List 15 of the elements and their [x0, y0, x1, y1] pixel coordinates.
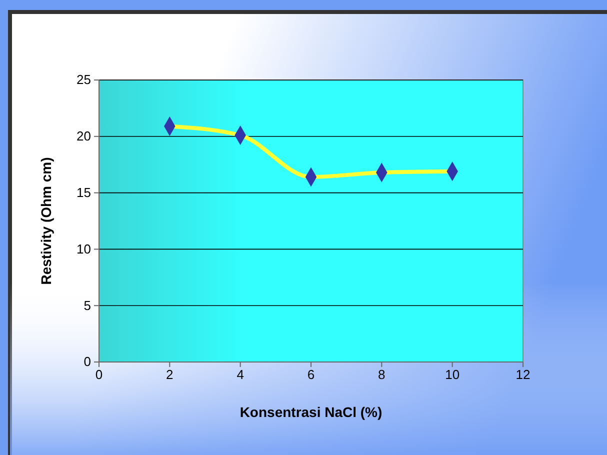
y-axis-title: Restivity (Ohm cm)	[38, 157, 54, 285]
x-axis-title: Konsentrasi NaCl (%)	[240, 404, 382, 420]
x-tick-label: 12	[516, 367, 530, 382]
x-tick-label: 6	[307, 367, 315, 382]
x-tick-label: 0	[95, 367, 103, 382]
y-tick-label: 20	[76, 128, 91, 144]
x-tick-label: 2	[166, 367, 174, 382]
y-tick-label: 25	[76, 72, 91, 88]
x-tick-label: 4	[236, 367, 244, 382]
y-tick-label: 15	[76, 184, 91, 200]
x-tick-label: 10	[445, 367, 460, 382]
y-tick-label: 10	[76, 241, 91, 256]
y-tick-label: 5	[84, 298, 91, 313]
x-tick-label: 8	[378, 367, 386, 382]
y-tick-label: 0	[84, 354, 91, 370]
